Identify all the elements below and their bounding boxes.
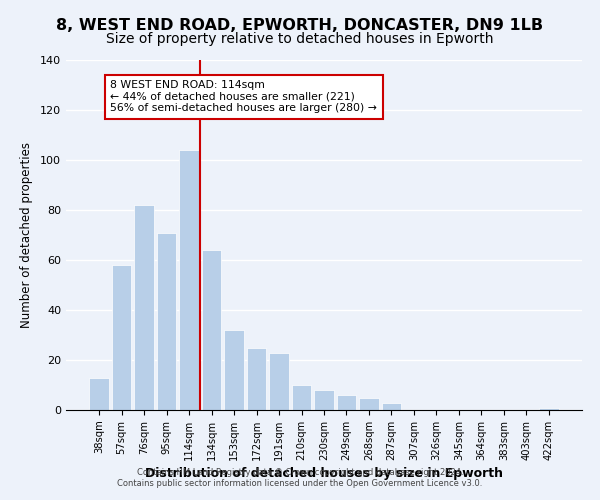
Text: 8, WEST END ROAD, EPWORTH, DONCASTER, DN9 1LB: 8, WEST END ROAD, EPWORTH, DONCASTER, DN… — [56, 18, 544, 32]
Bar — [179, 150, 199, 410]
X-axis label: Distribution of detached houses by size in Epworth: Distribution of detached houses by size … — [145, 467, 503, 480]
Text: 8 WEST END ROAD: 114sqm
← 44% of detached houses are smaller (221)
56% of semi-d: 8 WEST END ROAD: 114sqm ← 44% of detache… — [110, 80, 377, 113]
Bar — [202, 250, 221, 410]
Bar — [314, 390, 334, 410]
Bar — [269, 352, 289, 410]
Bar — [224, 330, 244, 410]
Bar — [112, 265, 131, 410]
Y-axis label: Number of detached properties: Number of detached properties — [20, 142, 33, 328]
Bar — [359, 398, 379, 410]
Bar — [89, 378, 109, 410]
Text: Size of property relative to detached houses in Epworth: Size of property relative to detached ho… — [106, 32, 494, 46]
Bar — [247, 348, 266, 410]
Bar — [134, 205, 154, 410]
Bar — [157, 232, 176, 410]
Text: Contains HM Land Registry data © Crown copyright and database right 2024.
Contai: Contains HM Land Registry data © Crown c… — [118, 468, 482, 487]
Bar — [292, 385, 311, 410]
Bar — [539, 408, 559, 410]
Bar — [337, 395, 356, 410]
Bar — [382, 402, 401, 410]
